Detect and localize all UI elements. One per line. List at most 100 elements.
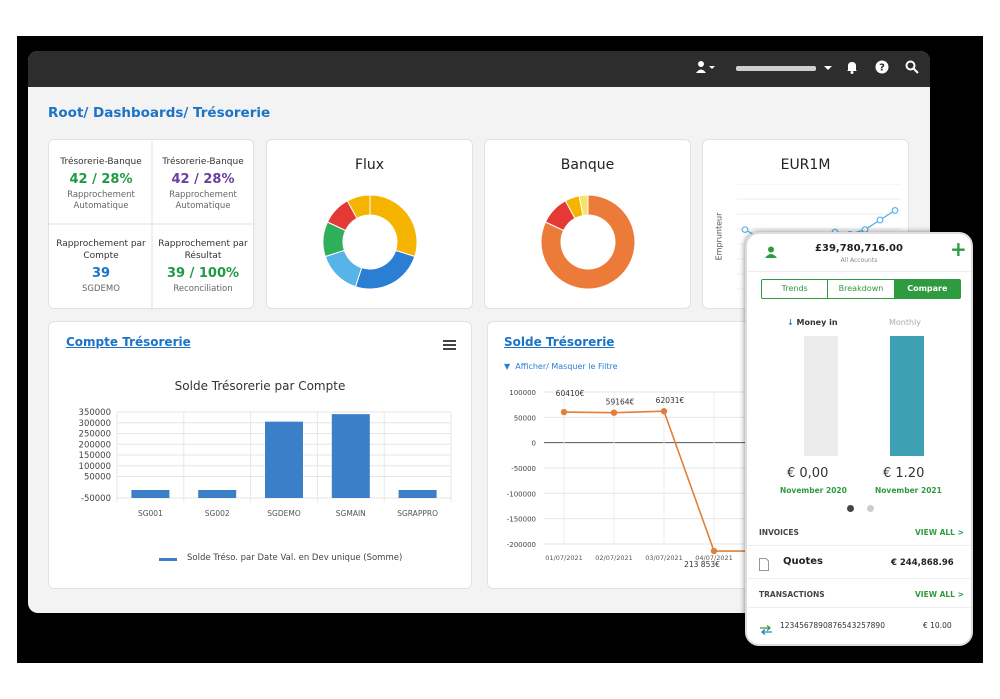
bar-sgmain[interactable] [331, 414, 370, 498]
search-icon[interactable] [905, 60, 919, 78]
monthly-label[interactable]: Monthly [889, 318, 922, 327]
chevron-down-icon[interactable] [824, 60, 832, 78]
money-in-bar-chart[interactable] [747, 332, 973, 456]
line-ytick-label: 100000 [509, 389, 536, 397]
compte-bar-chart[interactable]: 3500003000002500002000001500001000005000… [49, 402, 473, 552]
date-2021: November 2021 [875, 486, 942, 495]
solde-point[interactable] [660, 408, 668, 415]
solde-data-label: 59164€ [606, 398, 635, 407]
kpi-par-compte[interactable]: Rapprochement par Compte 39 SGDEMO [56, 239, 146, 294]
page-dot-active[interactable] [847, 505, 854, 512]
invoices-view-all[interactable]: VIEW ALL > [915, 528, 964, 537]
value-2020: € 0,00 [787, 466, 829, 481]
total-amount: £39,780,716.00 [815, 243, 903, 254]
solde-tresorerie-title[interactable]: Solde Trésorerie [504, 335, 615, 349]
user-name-placeholder[interactable] [736, 66, 816, 71]
accounts-label[interactable]: All Accounts [840, 257, 878, 264]
bar-category-label: SG002 [205, 509, 230, 518]
solde-point[interactable] [610, 409, 618, 416]
bar-category-label: SG001 [138, 509, 163, 518]
tab-breakdown[interactable]: Breakdown [828, 280, 895, 298]
monthly-bar[interactable] [890, 336, 924, 456]
banque-title: Banque [560, 157, 615, 173]
banque-donut[interactable] [538, 192, 638, 292]
bar-sg002[interactable] [198, 490, 237, 498]
compte-tresorerie-card: Compte Trésorerie Solde Trésorerie par C… [48, 321, 472, 589]
mobile-app: £39,780,716.00 All Accounts + Trends Bre… [745, 232, 973, 646]
user-icon[interactable] [696, 60, 716, 78]
eur-point[interactable] [876, 216, 884, 224]
tab-trends[interactable]: Trends [762, 280, 829, 298]
solde-data-label: 62031€ [656, 396, 685, 405]
eur-point[interactable] [741, 226, 749, 233]
bar-ytick-label: -50000 [81, 494, 111, 504]
menu-icon[interactable] [443, 336, 456, 355]
kpi-card: Trésorerie-Banque 42 / 28% Rapprochement… [48, 139, 255, 310]
compte-legend[interactable]: Solde Tréso. par Date Val. en Dev unique… [187, 553, 403, 563]
quotes-amount: € 244,868.96 [891, 558, 954, 568]
line-ytick-label: -50000 [511, 465, 536, 473]
line-ytick-label: -100000 [507, 490, 536, 498]
user-icon[interactable] [765, 243, 777, 262]
value-2021: € 1.20 [883, 466, 925, 481]
money-in-bar-background[interactable] [804, 336, 838, 456]
kpi-banque-2[interactable]: Trésorerie-Banque 42 / 28% Rapprochement… [162, 157, 244, 211]
money-in-header[interactable]: ↓ Money in [787, 318, 838, 327]
eur-point[interactable] [891, 207, 899, 214]
solde-point[interactable] [710, 547, 718, 555]
divider [747, 271, 971, 272]
bar-category-label: SGRAPPRO [397, 509, 438, 518]
line-ytick-label: 0 [532, 440, 536, 448]
help-icon[interactable]: ? [875, 60, 889, 78]
flux-donut[interactable] [320, 192, 420, 292]
triangle-down-icon: ▼ [504, 362, 511, 371]
bar-sgrappro[interactable] [398, 490, 437, 498]
divider [747, 545, 971, 546]
date-2020: November 2020 [780, 486, 847, 495]
line-ytick-label: -200000 [507, 541, 536, 549]
flux-card: Flux [266, 139, 473, 309]
flux-slice[interactable] [346, 194, 371, 220]
banque-card: Banque [484, 139, 691, 309]
transaction-amount: € 10.00 [923, 621, 952, 630]
transactions-view-all[interactable]: VIEW ALL > [915, 590, 964, 599]
bar-category-label: SGDEMO [267, 509, 301, 518]
arrow-down-icon: ↓ [787, 318, 794, 327]
money-in-label: Money in [796, 318, 838, 327]
transaction-id[interactable]: 1234567890876543257890 [780, 621, 885, 630]
quotes-label[interactable]: Quotes [783, 556, 824, 567]
eur1m-title: EUR1M [780, 157, 831, 173]
bar-ytick-label: 300000 [79, 419, 111, 429]
svg-text:?: ? [879, 63, 885, 74]
banque-slice[interactable] [578, 194, 589, 217]
add-icon[interactable]: + [950, 237, 967, 261]
line-xtick-label: 01/07/2021 [545, 554, 582, 562]
breadcrumb[interactable]: Root/ Dashboards/ Trésorerie [48, 105, 271, 121]
tab-compare[interactable]: Compare [894, 280, 960, 298]
flux-slice[interactable] [324, 249, 363, 288]
filter-toggle[interactable]: ▼ Afficher/ Masquer le Filtre [504, 362, 618, 371]
legend-swatch [159, 558, 177, 561]
bar-ytick-label: 100000 [79, 462, 111, 472]
solde-data-label: 213 853€ [684, 560, 720, 569]
line-xtick-label: 04/07/2021 [695, 554, 732, 562]
transactions-header: TRANSACTIONS [759, 590, 825, 599]
solde-point[interactable] [560, 408, 568, 416]
page-dot[interactable] [867, 505, 874, 512]
compte-chart-title: Solde Trésorerie par Compte [174, 379, 346, 393]
compte-tresorerie-title[interactable]: Compte Trésorerie [66, 335, 191, 349]
bar-ytick-label: 150000 [79, 451, 111, 461]
solde-data-label: 60410€ [556, 389, 585, 398]
flux-slice[interactable] [354, 249, 416, 290]
banque-slice[interactable] [540, 194, 636, 290]
bar-sg001[interactable] [131, 490, 170, 498]
flux-title: Flux [354, 157, 385, 173]
bar-ytick-label: 200000 [79, 440, 111, 450]
kpi-banque-1[interactable]: Trésorerie-Banque 42 / 28% Rapprochement… [60, 157, 142, 211]
bell-icon[interactable] [846, 60, 858, 78]
kpi-par-resultat[interactable]: Rapprochement par Résultat 39 / 100% Rec… [158, 239, 248, 294]
bar-ytick-label: 50000 [84, 473, 111, 483]
flux-slice[interactable] [369, 194, 418, 258]
bar-sgdemo[interactable] [265, 421, 303, 498]
filter-label: Afficher/ Masquer le Filtre [515, 362, 618, 371]
